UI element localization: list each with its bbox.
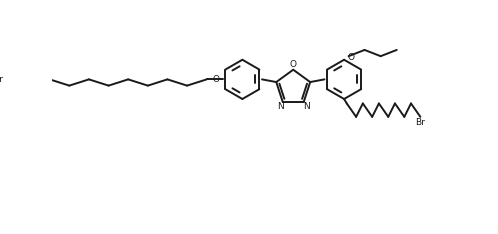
Text: Br: Br <box>0 75 3 84</box>
Text: O: O <box>348 53 355 62</box>
Text: O: O <box>290 60 297 69</box>
Text: N: N <box>303 102 310 111</box>
Text: Br: Br <box>415 118 425 127</box>
Text: N: N <box>277 102 283 111</box>
Text: O: O <box>213 75 220 84</box>
